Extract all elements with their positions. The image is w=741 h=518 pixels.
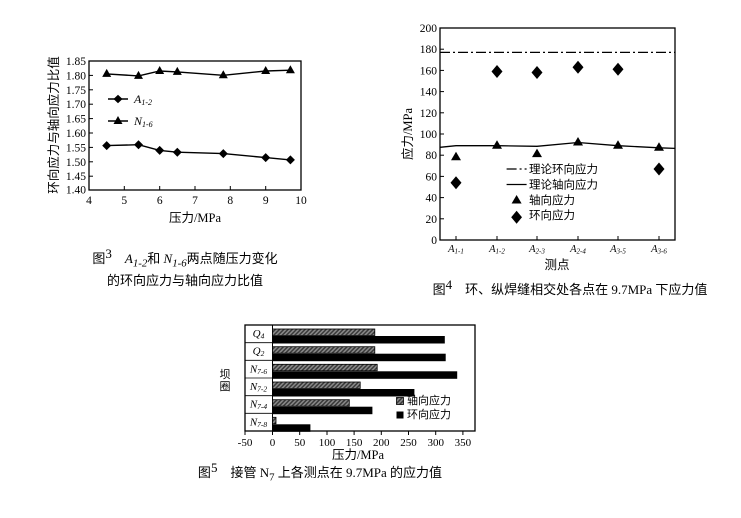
svg-text:1.60: 1.60 — [66, 128, 86, 140]
svg-text:180: 180 — [420, 44, 438, 56]
svg-text:环向应力: 环向应力 — [407, 407, 451, 421]
svg-text:4: 4 — [86, 195, 92, 207]
svg-text:1.75: 1.75 — [66, 85, 86, 97]
svg-text:10: 10 — [295, 195, 307, 207]
svg-text:40: 40 — [426, 193, 438, 205]
svg-text:200: 200 — [420, 23, 438, 35]
svg-text:350: 350 — [455, 437, 472, 449]
svg-text:应力/MPa: 应力/MPa — [400, 108, 415, 161]
svg-text:7: 7 — [192, 195, 198, 207]
svg-text:环向应力与轴向应力比值: 环向应力与轴向应力比值 — [46, 56, 61, 194]
svg-text:坝圈: 坝圈 — [220, 367, 231, 393]
svg-text:9: 9 — [263, 195, 269, 207]
svg-text:100: 100 — [420, 129, 438, 141]
svg-text:A1-2: A1-2 — [488, 244, 505, 256]
svg-text:1.85: 1.85 — [66, 56, 86, 68]
svg-text:压力/MPa: 压力/MPa — [169, 211, 222, 225]
svg-text:理论环向应力: 理论环向应力 — [529, 162, 598, 176]
svg-text:轴向应力: 轴向应力 — [407, 393, 451, 407]
svg-text:N7-2: N7-2 — [249, 381, 268, 394]
svg-text:Q2: Q2 — [253, 346, 265, 359]
svg-text:A3-5: A3-5 — [609, 244, 626, 256]
svg-text:6: 6 — [157, 195, 163, 207]
svg-text:A2-4: A2-4 — [569, 244, 586, 256]
svg-text:理论轴向应力: 理论轴向应力 — [529, 178, 598, 192]
svg-text:80: 80 — [426, 150, 438, 162]
svg-text:N7-4: N7-4 — [249, 399, 268, 412]
svg-text:轴向应力: 轴向应力 — [529, 193, 575, 207]
svg-text:1.40: 1.40 — [66, 185, 86, 197]
svg-text:0: 0 — [270, 437, 276, 449]
svg-text:N7-8: N7-8 — [249, 416, 268, 429]
svg-text:8: 8 — [227, 195, 233, 207]
svg-text:A3-6: A3-6 — [650, 244, 667, 256]
svg-text:Q4: Q4 — [253, 328, 265, 341]
svg-text:50: 50 — [294, 437, 306, 449]
svg-text:环向应力: 环向应力 — [529, 208, 575, 222]
svg-text:1.50: 1.50 — [66, 157, 86, 169]
svg-text:A1-2: A1-2 — [133, 92, 152, 107]
svg-text:-50: -50 — [238, 437, 253, 449]
svg-text:压力/MPa: 压力/MPa — [332, 448, 385, 460]
svg-text:A2-3: A2-3 — [528, 244, 545, 256]
svg-text:1.65: 1.65 — [66, 114, 86, 126]
svg-text:N7-6: N7-6 — [249, 363, 268, 376]
svg-text:测点: 测点 — [544, 258, 569, 272]
svg-text:60: 60 — [426, 171, 438, 183]
svg-text:1.45: 1.45 — [66, 171, 86, 183]
svg-text:160: 160 — [420, 65, 438, 77]
svg-text:250: 250 — [400, 437, 417, 449]
svg-text:N1-6: N1-6 — [133, 114, 153, 129]
svg-text:140: 140 — [420, 87, 438, 99]
svg-text:120: 120 — [420, 108, 438, 120]
svg-text:1.80: 1.80 — [66, 70, 86, 82]
svg-text:1.70: 1.70 — [66, 99, 86, 111]
svg-text:20: 20 — [426, 214, 438, 226]
svg-text:300: 300 — [427, 437, 444, 449]
svg-text:A1-1: A1-1 — [447, 244, 464, 256]
svg-text:1.55: 1.55 — [66, 142, 86, 154]
svg-text:5: 5 — [121, 195, 127, 207]
svg-text:0: 0 — [431, 235, 437, 247]
